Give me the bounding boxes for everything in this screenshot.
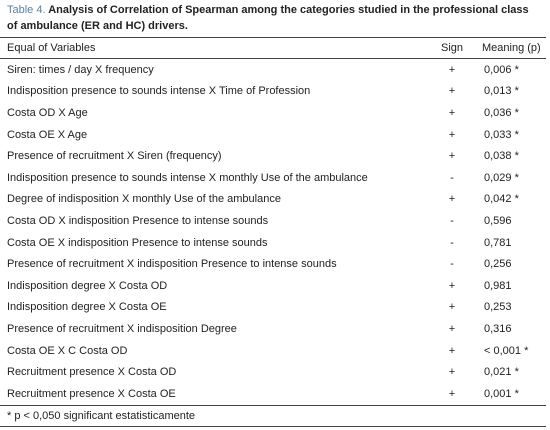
table-cell: Indisposition presence to sounds intense…: [7, 171, 368, 184]
table-cell: +: [448, 106, 456, 119]
table-cell: Recruitment presence X Costa OE: [7, 387, 176, 400]
table-cell: Indisposition degree X Costa OE: [7, 301, 167, 314]
header-cell: Sign: [422, 37, 482, 59]
table-cell: -: [450, 214, 454, 227]
table-cell: Degree of indisposition X monthly Use of…: [7, 193, 281, 206]
table-row: Indisposition degree X Costa OE +0,253: [0, 297, 546, 319]
table-row: Degree of indisposition X monthly Use of…: [0, 189, 546, 211]
table-row: Presence of recruitment X indisposition …: [0, 318, 546, 340]
table-cell: -: [450, 171, 454, 184]
table-row: Recruitment presence X Costa OD +0,021 *: [0, 361, 546, 383]
header-cell: Meaning (p): [482, 37, 546, 59]
table-cell: +: [448, 366, 456, 379]
table-header: Equal of Variables Sign Meaning (p): [0, 37, 546, 59]
table-row: Costa OD X Age +0,036 *: [0, 102, 546, 124]
table-cell: Costa OD X indisposition Presence to int…: [7, 214, 269, 227]
table-cell: Presence of recruitment X Siren (frequen…: [7, 150, 222, 163]
table-cell: +: [448, 301, 456, 314]
table-cell: 0,253: [484, 301, 512, 314]
table-row: Costa OE X C Costa OD + < 0,001 *: [0, 340, 546, 362]
table-cell: 0,316: [484, 322, 512, 335]
table-cell: +: [448, 193, 456, 206]
table-cell: 0,021 *: [484, 366, 519, 379]
table-cell: 0,033 *: [484, 128, 519, 141]
table-row: Indisposition presence to sounds intense…: [0, 81, 546, 103]
table-cell: 0,781: [484, 236, 512, 249]
table-row: Presence of recruitment X indisposition …: [0, 253, 546, 275]
table-cell: 0,013 *: [484, 85, 519, 98]
table: Equal of Variables Sign Meaning (p) Sire…: [0, 37, 546, 427]
table-cell: +: [448, 344, 456, 357]
table-cell: +: [448, 279, 456, 292]
table-cell: 0,981: [484, 279, 512, 292]
table-cell: Costa OE X indisposition Presence to int…: [7, 236, 268, 249]
table-row: Costa OD X indisposition Presence to int…: [0, 210, 546, 232]
header-row: Equal of Variables Sign Meaning (p): [0, 37, 546, 59]
table-cell: 0,036 *: [484, 106, 519, 119]
table-cell: +: [448, 322, 456, 335]
table-cell: Costa OD X Age: [7, 106, 88, 119]
table-cell: Indisposition degree X Costa OD: [7, 279, 168, 292]
table-cell: Recruitment presence X Costa OD: [7, 366, 177, 379]
footnote: * p < 0,050 significant estatisticamente: [0, 404, 546, 427]
caption-label: Table 4.: [7, 4, 46, 16]
table-row: Costa OE X indisposition Presence to int…: [0, 232, 546, 254]
table-row: Indisposition degree X Costa OD +0,981: [0, 275, 546, 297]
table-cell: +: [448, 63, 456, 76]
table-cell: Costa OE X Age: [7, 128, 88, 141]
table-cell: Siren: times / day X frequency: [7, 63, 154, 76]
caption: Table 4. Analysis of Correlation of Spea…: [7, 2, 537, 34]
table-row: Siren: times / day X frequency +0,006 *: [0, 59, 546, 81]
table-cell: Indisposition presence to sounds intense…: [7, 85, 311, 98]
table-cell: 0,029 *: [484, 171, 519, 184]
table-cell: +: [448, 387, 456, 400]
table-cell: 0,042 *: [484, 193, 519, 206]
table-cell: +: [448, 85, 456, 98]
table-cell: 0,596: [484, 214, 512, 227]
footnote-row: * p < 0,050 significant estatisticamente: [0, 404, 546, 427]
table-cell: Costa OE X C Costa OD: [7, 344, 128, 357]
table-cell: -: [450, 258, 454, 271]
table-cell: Presence of recruitment X indisposition …: [7, 258, 337, 271]
table-cell: 0,038 *: [484, 150, 519, 163]
table-cell: -: [450, 236, 454, 249]
table-cell: +: [448, 150, 456, 163]
table-cell: 0,006 *: [484, 63, 519, 76]
table-row: Recruitment presence X Costa OE +0,001 *: [0, 383, 546, 405]
table-body: Siren: times / day X frequency +0,006 * In…: [0, 59, 546, 406]
table-cell: < 0,001 *: [484, 344, 529, 357]
table-cell: Presence of recruitment X indisposition …: [7, 322, 237, 335]
table-row: Indisposition presence to sounds intense…: [0, 167, 546, 189]
table-row: Costa OE X Age +0,033 *: [0, 124, 546, 146]
table-cell: +: [448, 128, 456, 141]
table-cell: 0,001 *: [484, 387, 519, 400]
table-cell: 0,256: [484, 258, 512, 271]
table-row: Presence of recruitment X Siren (frequen…: [0, 145, 546, 167]
header-cell: Equal of Variables: [0, 37, 422, 59]
caption-title: Analysis of Correlation of Spearman amon…: [7, 4, 529, 32]
table-footer: * p < 0,050 significant estatisticamente: [0, 404, 546, 427]
